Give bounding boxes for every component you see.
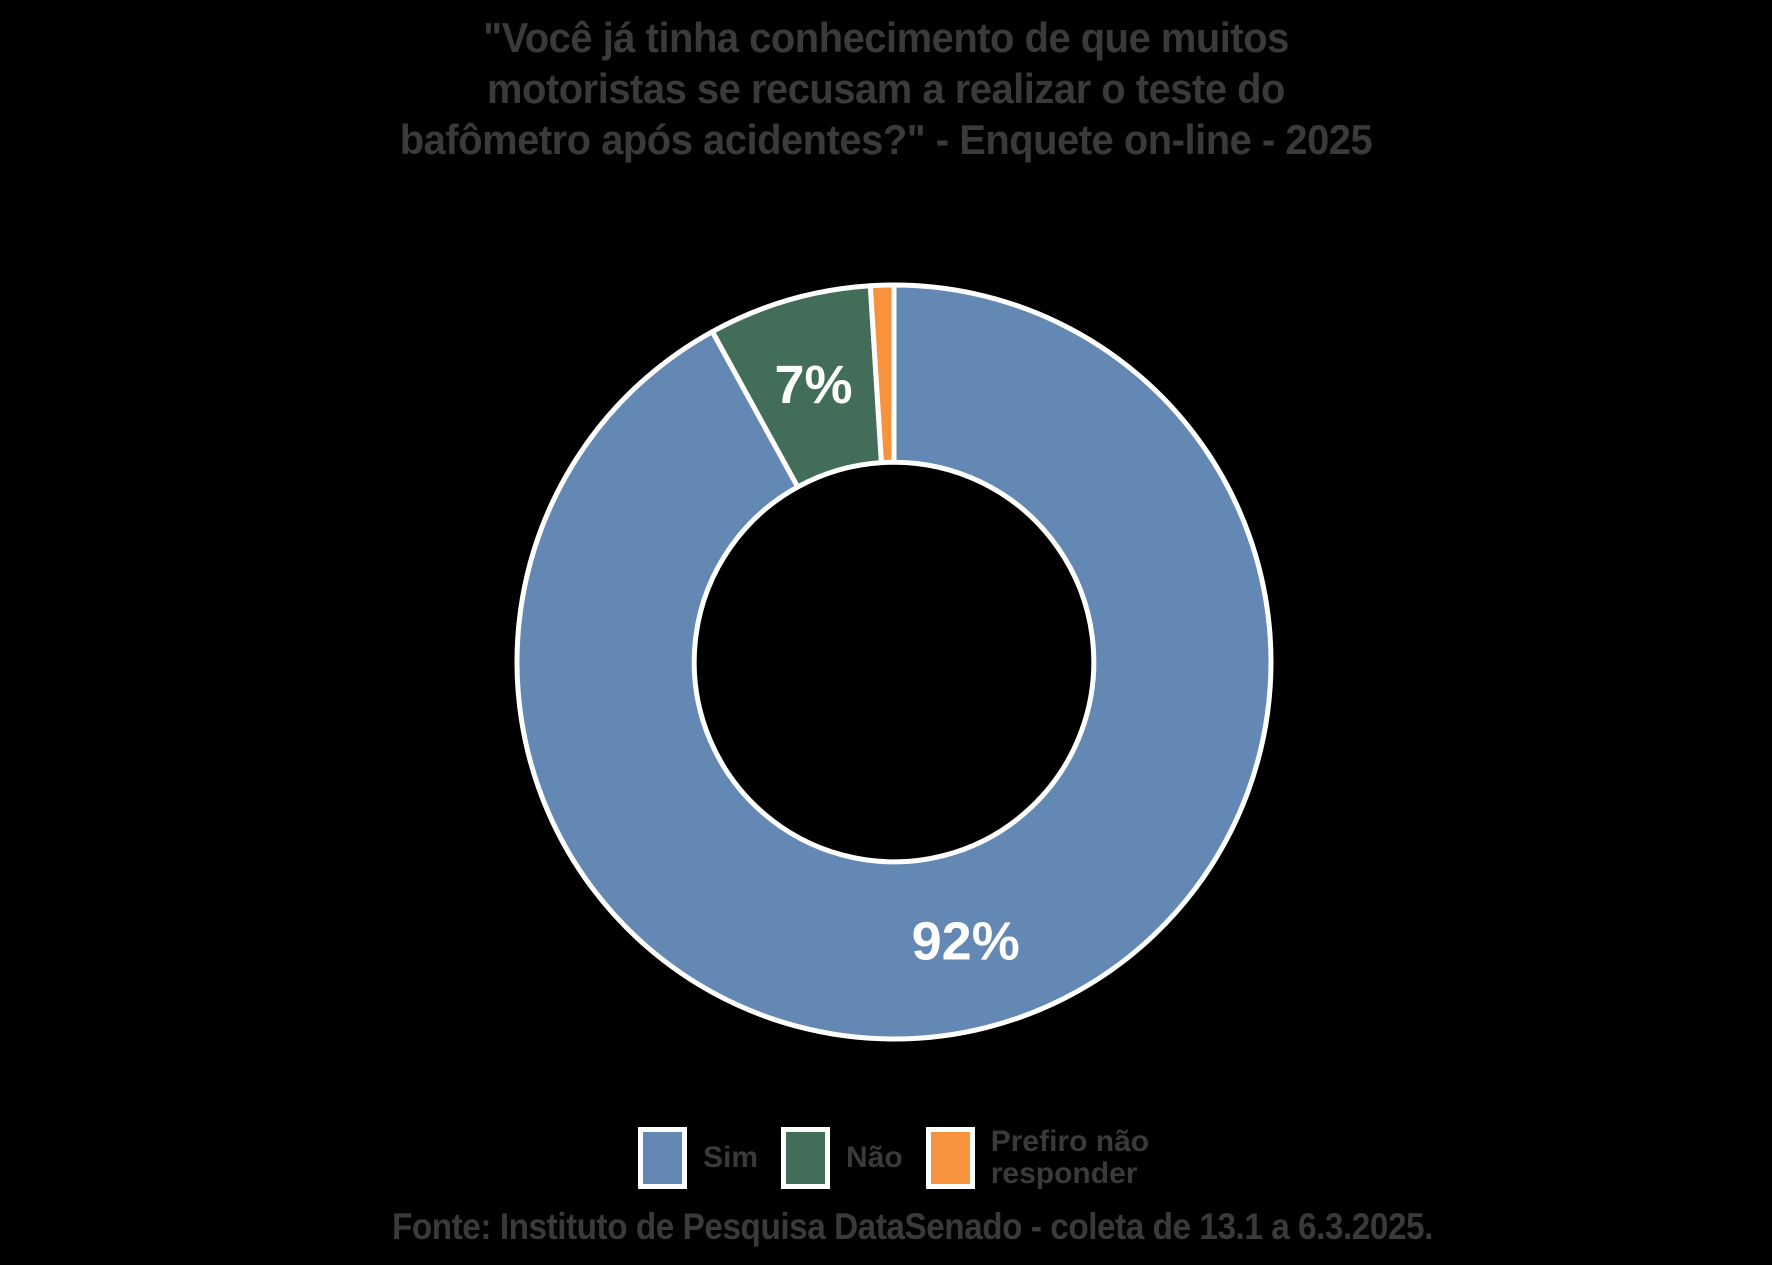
legend-label-nao: Não	[846, 1141, 903, 1174]
legend-item-prefiro-nao-responder: Prefiro não responder	[925, 1125, 1201, 1190]
legend-swatch-prefiro-nao-responder	[925, 1127, 975, 1189]
source-note: Fonte: Instituto de Pesquisa DataSenado …	[392, 1206, 1433, 1247]
slice-label-nao: 7%	[774, 355, 852, 415]
slice-label-sim: 92%	[912, 911, 1020, 971]
donut-segment-prefiro-nao-responder	[867, 282, 897, 466]
legend-label-sim: Sim	[703, 1141, 759, 1174]
legend-swatch-sim	[638, 1127, 687, 1189]
legend-item-sim: Sim	[638, 1127, 758, 1189]
legend-swatch-nao	[781, 1127, 831, 1189]
donut-segment-sim	[514, 282, 1274, 1042]
legend-item-nao: Não	[781, 1127, 903, 1189]
legend-label-prefiro-nao-responder: Prefiro não responder	[990, 1125, 1150, 1190]
chart-legend: Sim Não Prefiro não responder	[638, 1126, 1224, 1190]
chart-title: "Você já tinha conhecimento de que muito…	[399, 14, 1373, 163]
